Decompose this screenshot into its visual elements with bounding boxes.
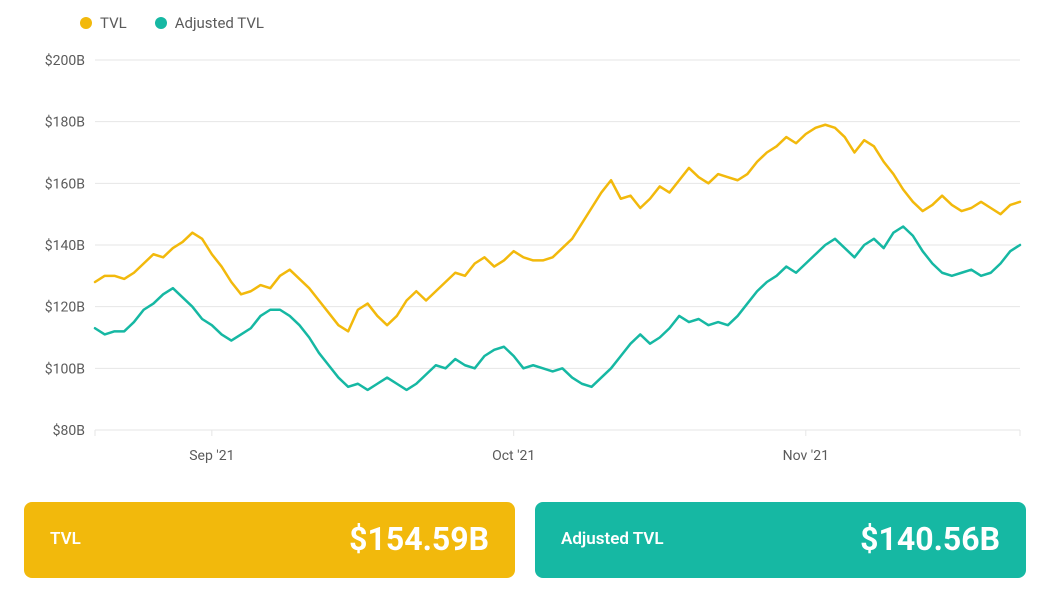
x-axis-labels: Sep '21 Oct '21 Nov '21	[189, 448, 829, 464]
svg-text:$100B: $100B	[45, 360, 85, 377]
chart-svg: $80B $100B $120B $140B $160B $180B $200B Sep '…	[20, 40, 1030, 490]
chart-legend: TVL Adjusted TVL	[20, 10, 1030, 40]
legend-dot-icon	[80, 17, 92, 29]
legend-dot-icon	[155, 17, 167, 29]
svg-text:$180B: $180B	[45, 114, 85, 131]
card-value: $140.56B	[860, 520, 1000, 558]
legend-label: TVL	[100, 14, 127, 32]
svg-text:$200B: $200B	[45, 52, 85, 69]
card-value: $154.59B	[349, 520, 489, 558]
legend-item-adjusted-tvl[interactable]: Adjusted TVL	[155, 14, 264, 32]
series-group	[95, 125, 1020, 390]
summary-cards: TVL $154.59B Adjusted TVL $140.56B	[20, 502, 1030, 578]
svg-text:Oct '21: Oct '21	[492, 448, 535, 464]
legend-label: Adjusted TVL	[175, 14, 264, 32]
svg-text:$160B: $160B	[45, 175, 85, 192]
card-adjusted-tvl: Adjusted TVL $140.56B	[535, 502, 1026, 578]
tvl-chart: $80B $100B $120B $140B $160B $180B $200B Sep '…	[20, 40, 1030, 490]
series-tvl	[95, 125, 1020, 332]
svg-text:Sep '21: Sep '21	[189, 448, 234, 464]
card-tvl: TVL $154.59B	[24, 502, 515, 578]
legend-item-tvl[interactable]: TVL	[80, 14, 127, 32]
svg-text:$120B: $120B	[45, 299, 85, 316]
y-axis-labels: $80B $100B $120B $140B $160B $180B $200B	[45, 52, 85, 439]
x-ticks	[95, 430, 1020, 436]
card-label: Adjusted TVL	[561, 529, 664, 549]
card-label: TVL	[50, 529, 81, 549]
svg-text:$140B: $140B	[45, 237, 85, 254]
svg-text:$80B: $80B	[53, 422, 85, 439]
svg-text:Nov '21: Nov '21	[783, 448, 829, 464]
